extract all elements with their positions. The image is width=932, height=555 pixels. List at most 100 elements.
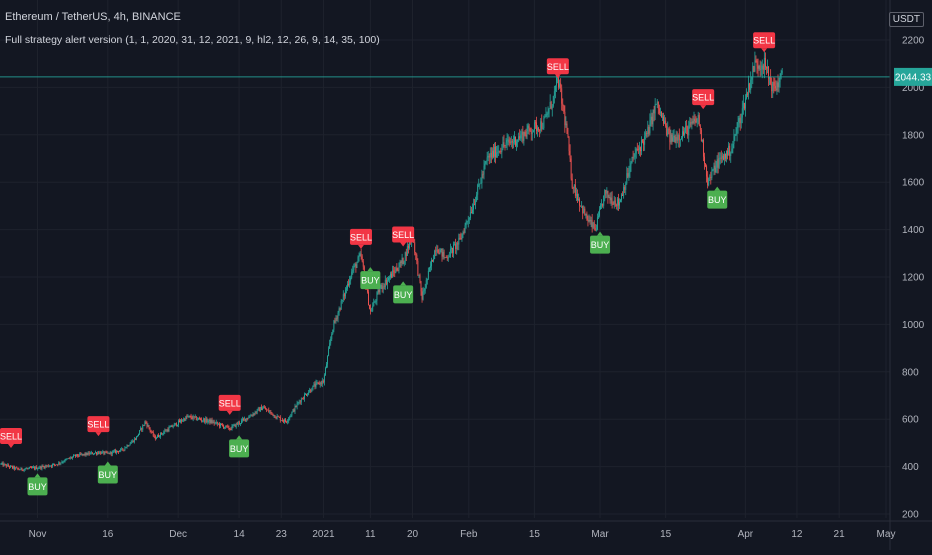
candle-body [520, 134, 522, 139]
candle-body [768, 66, 769, 79]
candle-body [209, 419, 211, 423]
candle-body [337, 312, 339, 319]
symbol-title: Ethereum / TetherUS, 4h, BINANCE [5, 11, 181, 23]
buy-signal[interactable]: BUY [27, 473, 48, 496]
candle-body [452, 247, 453, 253]
buy-badge [393, 285, 414, 304]
candle-body [16, 467, 18, 469]
candle-body [553, 91, 555, 97]
candle-body [427, 270, 429, 279]
candle-body [161, 432, 163, 434]
buy-signal[interactable]: BUY [590, 231, 611, 254]
candle-body [168, 427, 170, 432]
sell-signal[interactable]: SELL [0, 428, 22, 449]
candle-body [746, 93, 747, 99]
candle-body [407, 245, 409, 249]
candle-body [349, 280, 351, 285]
candle-body [600, 205, 601, 210]
candle-body [468, 217, 470, 220]
candle-body [318, 382, 320, 385]
candle-body [120, 448, 122, 451]
candle-body [372, 306, 374, 311]
x-tick-label: 14 [234, 529, 246, 540]
sell-signal[interactable]: SELL [87, 416, 109, 437]
candle-body [158, 435, 159, 437]
candle-body [160, 432, 162, 437]
candle-body [623, 187, 625, 196]
candle-body [776, 82, 778, 91]
candle-body [423, 290, 425, 292]
candle-body [438, 252, 440, 255]
candle-body [752, 65, 754, 77]
candle-body [290, 415, 292, 417]
candle-body [391, 273, 393, 278]
candle-body [286, 421, 288, 423]
candle-body [10, 465, 11, 468]
candle-body [307, 394, 309, 396]
candle-body [507, 139, 509, 141]
candle-body [439, 249, 441, 255]
candle-body [297, 402, 299, 404]
sell-signal[interactable]: SELL [219, 394, 241, 415]
candle-body [64, 459, 66, 462]
candle-body [469, 212, 471, 218]
candle-body [518, 136, 520, 141]
candle-body [368, 291, 369, 306]
candle-body [105, 451, 107, 453]
candle-body [130, 442, 132, 444]
candle-body [183, 418, 185, 421]
candle-body [694, 118, 696, 122]
sell-signal[interactable]: SELL [392, 226, 414, 247]
candle-body [481, 174, 483, 183]
x-tick-label: Nov [29, 529, 47, 540]
candle-body [770, 76, 772, 84]
candle-body [305, 394, 306, 395]
candle-body [459, 237, 461, 239]
candle-body [259, 406, 261, 412]
candle-body [361, 256, 363, 262]
current-price-label: 2044.33 [895, 72, 932, 83]
sell-signal[interactable]: SELL [350, 228, 372, 249]
candle-body [103, 451, 105, 454]
buy-signal[interactable]: BUY [707, 186, 728, 209]
x-tick-label: 16 [102, 529, 114, 540]
candle-body [698, 115, 700, 126]
candle-body [314, 384, 316, 387]
candle-body [686, 126, 688, 128]
candle-body [255, 411, 257, 413]
buy-signal[interactable]: BUY [360, 267, 381, 290]
candle-body [560, 83, 562, 89]
buy-signal[interactable]: BUY [393, 281, 414, 304]
candle-body [707, 176, 709, 186]
candle-body [659, 111, 661, 114]
sell-signal[interactable]: SELL [547, 58, 569, 79]
currency-badge[interactable]: USDT [888, 12, 924, 27]
candle-body [70, 457, 72, 459]
candle-body [633, 156, 635, 158]
candle-body [680, 138, 682, 140]
candle-body [378, 289, 380, 293]
sell-signal[interactable]: SELL [753, 32, 776, 53]
candle-body [526, 131, 528, 137]
candle-body [594, 228, 596, 230]
candle-body [709, 177, 711, 178]
buy-signal[interactable]: BUY [229, 435, 250, 458]
candle-body [735, 133, 737, 135]
candle-body [263, 407, 264, 409]
buy-signal[interactable]: BUY [97, 461, 118, 484]
candle-body [779, 75, 781, 83]
candle-body [740, 117, 742, 124]
sell-badge [753, 32, 776, 49]
candle-body [32, 467, 33, 469]
candle-body [624, 187, 626, 190]
candle-body [89, 453, 91, 455]
candle-body [124, 447, 126, 450]
sell-signal[interactable]: SELL [692, 89, 714, 110]
buy-badge [360, 271, 381, 290]
candle-body [147, 425, 149, 427]
candle-body [356, 262, 358, 268]
candle-body [60, 462, 62, 464]
candle-body [260, 406, 262, 411]
candle-body [724, 154, 725, 160]
